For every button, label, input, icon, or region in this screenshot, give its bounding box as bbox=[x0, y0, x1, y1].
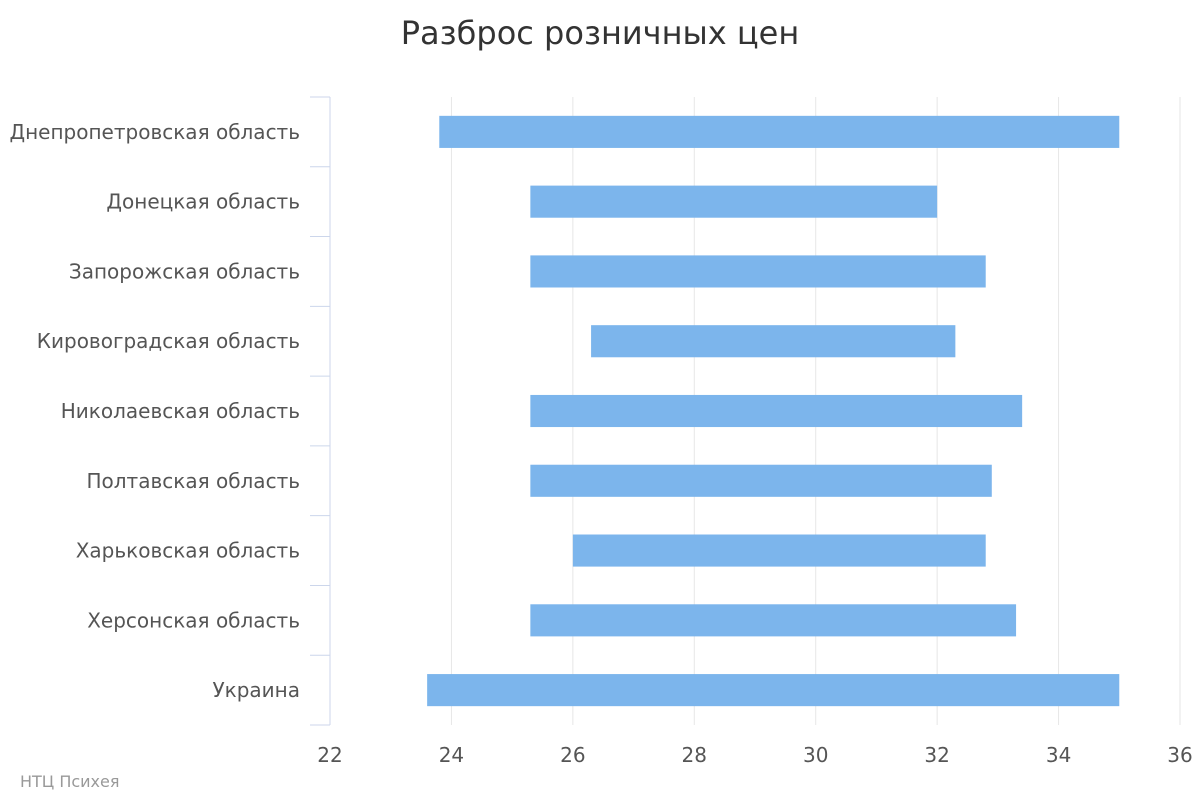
category-label: Днепропетровская область bbox=[9, 120, 300, 144]
x-tick-label: 24 bbox=[439, 743, 464, 767]
category-label: Полтавская область bbox=[86, 469, 300, 493]
category-label: Запорожская область bbox=[69, 259, 300, 283]
range-bar[interactable] bbox=[427, 674, 1120, 707]
x-tick-label: 28 bbox=[682, 743, 707, 767]
credits-text[interactable]: НТЦ Психея bbox=[20, 772, 120, 791]
category-label: Кировоградская область bbox=[37, 329, 300, 353]
category-label: Николаевская область bbox=[61, 399, 300, 423]
range-bar[interactable] bbox=[530, 185, 938, 218]
category-label: Херсонская область bbox=[87, 608, 300, 632]
x-tick-label: 34 bbox=[1046, 743, 1071, 767]
category-label: Украина bbox=[212, 678, 300, 702]
chart-title: Разброс розничных цен bbox=[400, 14, 800, 52]
range-bar[interactable] bbox=[530, 604, 1017, 637]
category-label: Харьковская область bbox=[76, 539, 300, 563]
x-tick-label: 32 bbox=[924, 743, 949, 767]
range-bar[interactable] bbox=[530, 394, 1023, 428]
x-tick-label: 26 bbox=[560, 743, 585, 767]
x-tick-label: 30 bbox=[803, 743, 828, 767]
range-bar[interactable] bbox=[530, 464, 992, 497]
range-bar[interactable] bbox=[572, 534, 986, 567]
x-tick-label: 36 bbox=[1167, 743, 1192, 767]
category-label: Донецкая область bbox=[106, 190, 300, 214]
x-tick-label: 22 bbox=[317, 743, 342, 767]
range-bar[interactable] bbox=[530, 255, 986, 288]
range-bar[interactable] bbox=[439, 115, 1120, 148]
range-bar[interactable] bbox=[591, 325, 956, 358]
